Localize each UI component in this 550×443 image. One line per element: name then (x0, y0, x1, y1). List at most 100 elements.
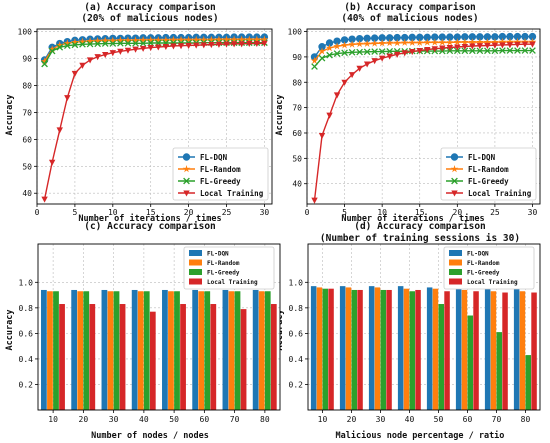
chart-a-xtick-label: 25 (222, 208, 232, 217)
chart-b-data-point (454, 44, 461, 51)
chart-a-data-point (139, 39, 147, 47)
chart-b-xtick-label: 0 (305, 208, 310, 217)
chart-a-data-point (222, 35, 231, 43)
chart-d-bar (310, 286, 317, 410)
chart-a-data-point (139, 36, 147, 44)
chart-a-data-point (215, 41, 223, 48)
chart-b-legend-label: FL-Greedy (468, 177, 509, 186)
chart-b-legend-label: FL-DQN (468, 153, 496, 162)
chart-b-data-point (453, 47, 461, 55)
chart-d-xtick-label: 40 (405, 415, 415, 424)
chart-b-data-point (326, 51, 333, 59)
chart-b-ytick-label: 90 (292, 53, 302, 62)
chart-b-data-point (529, 41, 536, 48)
chart-d-bar (357, 289, 363, 410)
chart-a-plot: 0 5 10 15 20 25 30 40 50 60 70 80 90 100 FL-DQN FL-Rand… (18, 28, 273, 217)
chart-b-ytick-label: 50 (292, 154, 302, 163)
chart-a-data-point (79, 62, 86, 69)
chart-b-data-point (439, 45, 446, 52)
chart-d-ytick-label: 0.6 (289, 329, 304, 338)
chart-a-data-point (223, 41, 230, 48)
chart-c-bar (192, 289, 199, 410)
chart-a-data-point (208, 42, 215, 49)
chart-a-data-point (177, 43, 185, 50)
chart-b-legend-label: Local Training (468, 189, 532, 198)
chart-a-data-point (238, 41, 245, 48)
chart-a-data-point (124, 36, 132, 44)
chart-d-legend-frame (443, 246, 535, 290)
chart-a-legend-label: FL-Greedy (200, 177, 241, 186)
chart-d-xtick-label: 60 (463, 415, 473, 424)
chart-b-data-point (529, 47, 536, 54)
chart-a-data-point (184, 35, 193, 44)
chart-d-xtick-label: 50 (434, 415, 444, 424)
chart-c-legend-label: FL-Random (207, 260, 240, 267)
chart-d-bar (316, 287, 323, 410)
chart-c-ytick-label: 0.4 (19, 355, 34, 364)
chart-c-legend-frame (183, 246, 275, 290)
chart-c-ytick-label: 0.8 (19, 304, 34, 313)
chart-b-plot: 0 5 10 15 20 25 30 40 50 60 70 80 90 100 FL-DQN FL-Rand… (288, 28, 541, 217)
chart-b-data-point (363, 61, 371, 68)
chart-b-data-point (385, 38, 394, 47)
chart-a-data-point (261, 40, 268, 47)
chart-b-series-1 (310, 37, 537, 64)
chart-d-legend-label: FL-DQN (467, 251, 489, 258)
chart-d-bar (403, 288, 410, 410)
chart-c-legend-swatch (189, 269, 202, 275)
chart-b-data-point (484, 47, 491, 55)
chart-a-data-point (86, 37, 94, 45)
chart-d-xtick-label: 30 (376, 415, 386, 424)
chart-a-data-point (207, 35, 216, 44)
chart-b-data-point (476, 43, 484, 50)
chart-d-legend-label: FL-Random (467, 260, 500, 267)
chart-c-bar (47, 291, 53, 410)
chart-b-data-point (356, 65, 363, 72)
chart-d-bar (438, 304, 444, 410)
chart-a-data-point (102, 52, 109, 59)
chart-b-data-point (416, 47, 423, 55)
chart-a-data-point (86, 57, 94, 64)
chart-a-data-point (63, 42, 71, 50)
chart-b-data-point (341, 49, 348, 57)
chart-b-data-point (341, 79, 348, 86)
chart-b-data-point (355, 39, 364, 48)
chart-b-data-point (430, 38, 439, 46)
chart-c-title-line1: (c) Accuracy comparison (84, 221, 216, 232)
chart-d-legend-swatch (449, 269, 462, 275)
chart-b-data-point (484, 42, 491, 50)
chart-a-series-3 (41, 40, 268, 203)
chart-d-ytick-label: 0.4 (289, 355, 304, 364)
chart-c-xtick-label: 80 (260, 415, 270, 424)
chart-c-bar (228, 291, 235, 410)
chart-b-data-point (528, 37, 537, 46)
chart-c-bar (77, 291, 84, 410)
chart-b-data-point (461, 38, 469, 46)
chart-b-data-point (400, 38, 409, 46)
chart-a-legend-marker (183, 190, 190, 197)
chart-b-data-point (333, 92, 341, 99)
chart-a-legend: FL-DQN FL-Random FL-Greedy Local Training (172, 147, 269, 201)
chart-d-bar (455, 287, 462, 410)
chart-d-bar (519, 291, 526, 410)
chart-b-data-point (378, 39, 386, 47)
chart-c-ytick-label: 1.0 (19, 278, 34, 287)
chart-b-data-point (333, 42, 341, 50)
chart-a-data-point (154, 36, 163, 44)
chart-b-data-point (506, 47, 514, 54)
chart-c-bar (162, 289, 168, 410)
chart-a-legend-label: Local Training (200, 189, 264, 198)
chart-b-data-point (348, 48, 356, 56)
chart-c-xtick-label: 20 (79, 415, 89, 424)
chart-a-data-point (146, 36, 155, 44)
chart-c-bar (89, 304, 96, 410)
chart-d-bar (345, 287, 352, 410)
chart-a-legend-marker (182, 153, 191, 161)
chart-a-data-point (41, 196, 48, 203)
chart-b-data-point (318, 132, 326, 140)
chart-d-ytick-label: 1.0 (289, 278, 304, 287)
chart-d-legend-swatch (449, 278, 462, 285)
chart-a-data-point (245, 35, 254, 43)
chart-a-data-point (78, 37, 87, 45)
